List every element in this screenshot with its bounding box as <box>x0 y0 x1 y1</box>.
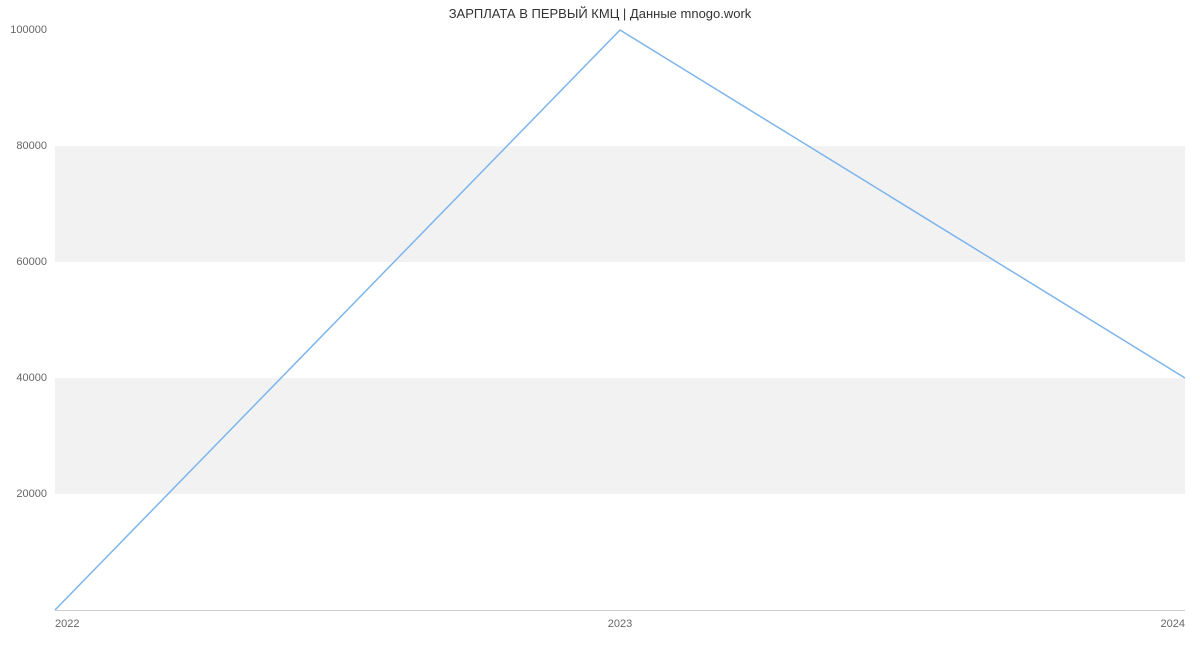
y-tick-label: 100000 <box>10 24 55 36</box>
plot-area: 20000400006000080000100000202220232024 <box>55 30 1185 610</box>
y-tick-label: 80000 <box>16 140 55 152</box>
chart-title: ЗАРПЛАТА В ПЕРВЫЙ КМЦ | Данные mnogo.wor… <box>0 6 1200 21</box>
x-axis-line <box>55 610 1185 611</box>
x-tick-label: 2024 <box>1161 610 1185 630</box>
x-tick-label: 2022 <box>55 610 79 630</box>
y-tick-label: 60000 <box>16 256 55 268</box>
series-line-salary <box>55 30 1185 610</box>
line-layer <box>55 30 1185 610</box>
salary-line-chart: ЗАРПЛАТА В ПЕРВЫЙ КМЦ | Данные mnogo.wor… <box>0 0 1200 650</box>
y-tick-label: 40000 <box>16 372 55 384</box>
x-tick-label: 2023 <box>608 610 632 630</box>
y-tick-label: 20000 <box>16 488 55 500</box>
